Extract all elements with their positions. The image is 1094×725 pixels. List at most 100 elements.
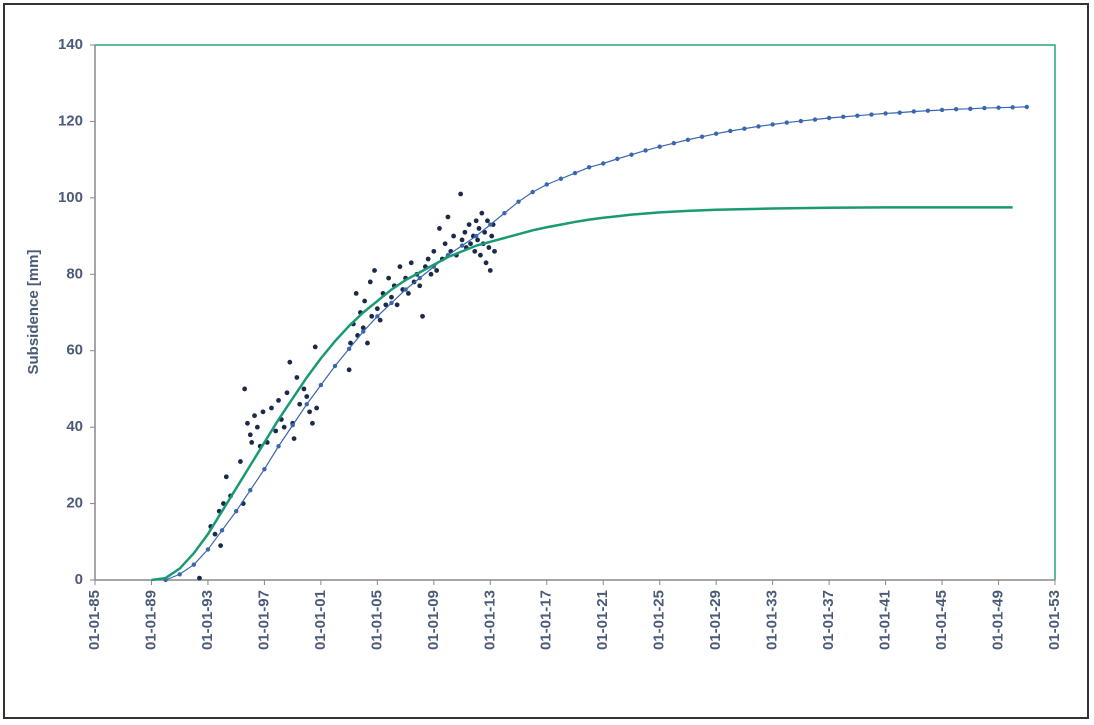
data-point [360,325,366,331]
data-point [883,111,888,116]
data-point [353,290,359,296]
data-point [238,459,243,464]
data-point [516,199,521,204]
data-point [312,344,318,350]
x-tick-label: 01-01-33 [764,590,781,650]
data-point [369,313,375,319]
x-tick-label: 01-01-45 [933,590,950,650]
data-point [191,562,197,567]
data-point [671,141,677,146]
data-point [197,575,202,581]
data-point [406,290,411,296]
data-point [242,386,248,392]
data-point [756,124,761,129]
data-point [273,428,279,434]
data-point [586,165,592,170]
data-point [245,420,250,426]
data-point [348,340,353,346]
data-point [431,248,437,254]
data-point [301,386,307,392]
data-point [953,107,959,112]
data-point [458,191,464,197]
data-point [377,317,383,323]
x-tick-label: 01-01-53 [1046,590,1063,650]
plot-border [95,44,1056,580]
data-point [770,122,775,127]
data-point [408,260,414,266]
data-point [252,413,257,419]
data-point [492,248,497,254]
data-point [487,268,493,273]
data-point [287,359,293,365]
data-point [483,260,489,266]
data-point [346,367,352,373]
y-tick-label: 100 [58,189,83,206]
data-point [428,271,434,277]
data-point [269,405,274,411]
data-point [466,222,472,228]
data-point [437,226,442,231]
data-point [812,117,818,122]
data-point [365,340,370,346]
data-point [394,302,400,308]
data-point [375,314,380,319]
data-point [420,313,425,319]
data-point [417,283,423,289]
data-point [262,466,267,472]
data-point [281,424,287,430]
data-point [530,189,535,195]
data-point [925,108,931,113]
data-point [485,218,490,224]
y-tick-label: 140 [58,36,83,53]
data-point [434,268,440,273]
data-point [468,241,473,247]
data-point [386,275,392,281]
data-point [855,113,860,118]
x-tick-label: 01-01-93 [199,590,216,650]
data-point [476,226,482,231]
data-point [383,302,389,308]
data-point [897,110,902,115]
data-point [459,237,465,243]
data-point [291,436,297,442]
x-tick-label: 01-01-09 [425,590,442,650]
data-point [362,298,368,304]
data-point [307,409,312,415]
data-point [996,105,1001,110]
data-point [247,432,253,438]
data-point [459,243,465,248]
series-line [151,206,1013,582]
data-point [472,248,478,254]
data-point [869,112,874,117]
data-point [544,182,549,187]
data-point [601,161,606,166]
data-point [374,306,380,312]
data-point [276,444,281,449]
data-point [276,397,281,403]
data-point [346,346,352,352]
data-point [219,528,225,533]
y-tick-label: 40 [66,418,83,435]
x-tick-label: 01-01-21 [594,590,611,650]
data-point [657,144,662,149]
x-tick-label: 01-01-01 [312,590,329,650]
y-axis-label: Subsidence [mm] [25,249,42,374]
data-point [475,237,480,243]
data-point [713,131,719,136]
data-point [442,241,448,247]
data-point [502,210,507,216]
data-point [332,363,338,369]
data-point [841,114,846,120]
data-point [249,440,255,445]
data-point [1024,104,1029,110]
data-point [425,256,431,262]
data-point [473,233,479,239]
data-point [473,218,479,224]
data-point [615,156,620,162]
data-point [558,176,564,181]
data-point [643,148,648,153]
data-point [318,382,324,388]
data-point [361,329,366,334]
data-point [372,268,377,273]
